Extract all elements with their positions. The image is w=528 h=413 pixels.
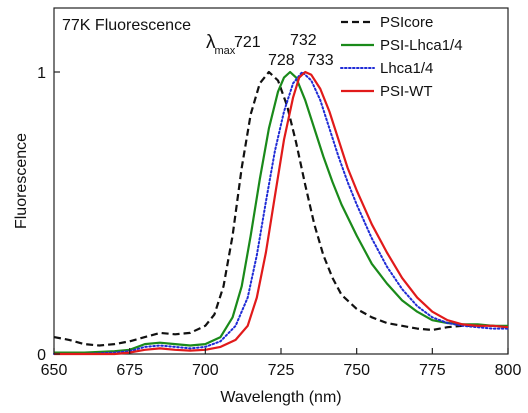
legend-label-psi-wt: PSI-WT <box>380 83 433 100</box>
series-line-psi-lhca1-4 <box>54 70 508 354</box>
legend: PSIcore PSI-Lhca1/4 Lhca1/4 PSI-WT <box>340 14 463 100</box>
series-line-psicore <box>53 70 509 347</box>
y-axis-ticks: 01 <box>37 65 60 364</box>
peak-label-721: 721 <box>234 34 261 51</box>
y-tick-label: 0 <box>37 347 46 364</box>
legend-label-psi-lhca14: PSI-Lhca1/4 <box>380 37 463 54</box>
chart-title: 77K Fluorescence <box>62 17 191 34</box>
x-tick-label: 675 <box>116 362 143 379</box>
x-tick-label: 775 <box>419 362 446 379</box>
lambda-max-annotation: λmax 721 732 728 733 <box>206 32 334 69</box>
y-tick-label: 1 <box>37 65 46 82</box>
x-axis-label: Wavelength (nm) <box>220 389 341 406</box>
series-line-psi-wt <box>54 70 509 356</box>
lambda-subscript: max <box>215 45 236 57</box>
x-tick-label: 700 <box>192 362 219 379</box>
series-line-lhca1-4 <box>53 71 509 355</box>
peak-label-728: 728 <box>268 52 295 69</box>
x-axis-ticks: 650 675 700 725 750 775 800 <box>41 348 522 379</box>
series-lines <box>53 70 509 356</box>
peak-label-733: 733 <box>307 52 334 69</box>
x-tick-label: 650 <box>41 362 68 379</box>
legend-label-lhca14: Lhca1/4 <box>380 60 433 77</box>
legend-label-psicore: PSIcore <box>380 14 433 31</box>
y-axis-label: Fluorescence <box>13 133 30 229</box>
peak-label-732: 732 <box>290 32 317 49</box>
x-tick-label: 750 <box>343 362 370 379</box>
lambda-max-label: λmax <box>206 32 236 57</box>
x-tick-label: 725 <box>268 362 295 379</box>
lambda-symbol: λ <box>206 32 216 53</box>
x-tick-label: 800 <box>495 362 522 379</box>
